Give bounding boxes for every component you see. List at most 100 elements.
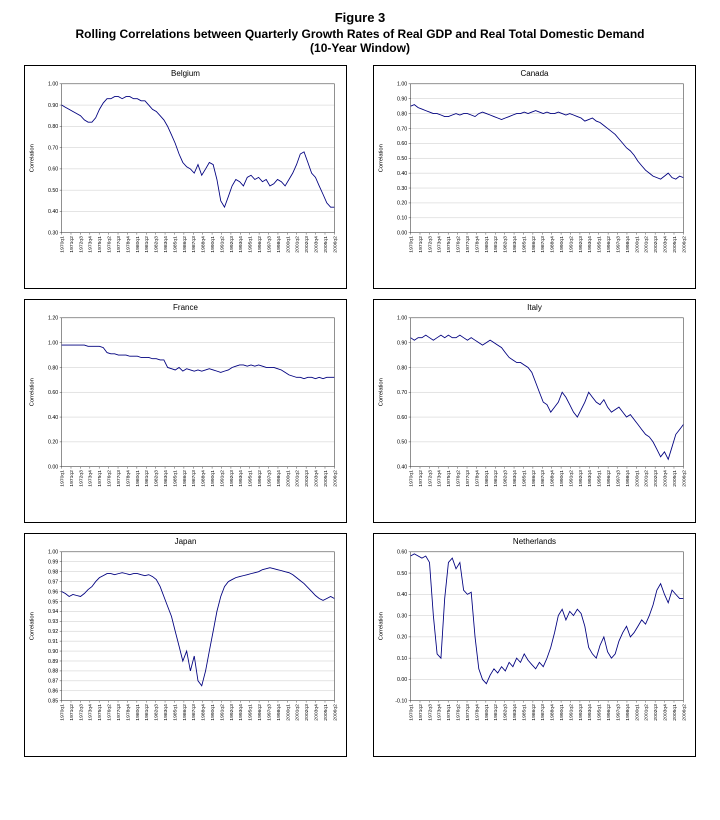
x-tick-label: 2006q2 bbox=[681, 236, 687, 253]
x-tick-label: 2003q4 bbox=[313, 704, 319, 721]
x-tick-label: 1997q3 bbox=[615, 236, 621, 253]
y-tick-label: 1.00 bbox=[48, 82, 58, 88]
x-tick-label: 1998q4 bbox=[276, 704, 282, 721]
x-tick-label: 1976q2 bbox=[456, 236, 462, 253]
x-tick-label: 2001q2 bbox=[644, 704, 650, 721]
x-tick-label: 1998q4 bbox=[276, 470, 282, 487]
x-tick-label: 1990q1 bbox=[210, 236, 216, 253]
x-tick-label: 1978q4 bbox=[125, 470, 131, 487]
x-tick-label: 2005q1 bbox=[672, 470, 678, 487]
y-tick-label: 0.40 bbox=[48, 209, 58, 215]
x-tick-label: 1981q2 bbox=[493, 704, 499, 721]
x-tick-label: 2003q4 bbox=[662, 470, 668, 487]
y-tick-label: 0.50 bbox=[48, 188, 58, 194]
x-tick-label: 1988q4 bbox=[550, 704, 556, 721]
x-tick-label: 1980q1 bbox=[484, 470, 490, 487]
plot-frame bbox=[61, 83, 335, 233]
y-tick-label: 0.80 bbox=[48, 365, 58, 371]
x-tick-label: 1992q3 bbox=[578, 236, 584, 253]
x-tick-label: 1982q3 bbox=[503, 704, 509, 721]
chart-svg: 0.85 0.86 0.87 0.88 0.89 0.90 0.91 0.92 0.93 0.94… bbox=[30, 550, 339, 721]
x-tick-label: 1991q2 bbox=[568, 236, 574, 253]
x-tick-label: 1986q2 bbox=[531, 470, 537, 487]
y-tick-label: 0.94 bbox=[48, 609, 58, 615]
x-tick-label: 1985q1 bbox=[172, 236, 178, 253]
x-tick-label: 1972q3 bbox=[78, 470, 84, 487]
y-tick-label: 0.30 bbox=[48, 231, 58, 237]
chart-grid: Belgium 0.30 0.40 0.50 0.60 0.70 0.80 0.90 1.00… bbox=[0, 59, 720, 757]
chart-title: Netherlands bbox=[512, 537, 557, 546]
x-tick-label: 2005q1 bbox=[323, 704, 329, 721]
y-tick-label: 0.85 bbox=[48, 699, 58, 705]
y-axis-label: Correlation bbox=[30, 612, 36, 640]
x-tick-label: 1978q4 bbox=[474, 704, 480, 721]
x-tick-label: 1981q2 bbox=[144, 470, 150, 487]
y-tick-label: 0.90 bbox=[48, 103, 58, 109]
x-tick-label: 1982q3 bbox=[503, 470, 509, 487]
x-tick-label: 1993q4 bbox=[587, 236, 593, 253]
x-tick-label: 2005q1 bbox=[672, 704, 678, 721]
x-tick-label: 1986q2 bbox=[182, 470, 188, 487]
x-tick-label: 1992q3 bbox=[229, 470, 235, 487]
y-axis-label: Correlation bbox=[30, 378, 36, 406]
x-tick-label: 1982q3 bbox=[154, 470, 160, 487]
x-tick-label: 1983q4 bbox=[512, 236, 518, 253]
x-tick-label: 1973q4 bbox=[88, 236, 94, 253]
x-tick-label: 1975q1 bbox=[97, 704, 103, 721]
x-tick-label: 1997q3 bbox=[615, 470, 621, 487]
x-tick-label: 1995q1 bbox=[597, 236, 603, 253]
chart-panel-canada: Canada 0.00 0.10 0.20 0.30 0.40 0.50 0.60 0.70 0… bbox=[373, 65, 696, 289]
x-tick-label: 1970q1 bbox=[409, 704, 415, 721]
x-tick-label: 1996q2 bbox=[257, 236, 263, 253]
y-tick-label: 0.70 bbox=[397, 390, 407, 396]
x-tick-label: 1996q2 bbox=[606, 470, 612, 487]
series-line bbox=[61, 344, 335, 380]
x-tick-label: 1998q4 bbox=[625, 236, 631, 253]
x-tick-label: 1985q1 bbox=[521, 704, 527, 721]
x-tick-label: 1986q2 bbox=[182, 236, 188, 253]
x-tick-label: 1980q1 bbox=[484, 704, 490, 721]
x-tick-label: 1997q3 bbox=[266, 236, 272, 253]
chart-panel-netherlands: Netherlands -0.10 0.00 0.10 0.20 0.30 0.40 0.5… bbox=[373, 533, 696, 757]
y-tick-label: 0.99 bbox=[48, 560, 58, 566]
x-tick-label: 1981q2 bbox=[493, 470, 499, 487]
x-tick-label: 1970q1 bbox=[409, 236, 415, 253]
y-tick-label: 0.50 bbox=[397, 440, 407, 446]
plot-frame bbox=[61, 551, 335, 701]
x-tick-label: 1993q4 bbox=[587, 704, 593, 721]
x-tick-label: 1980q1 bbox=[135, 704, 141, 721]
x-tick-label: 1973q4 bbox=[437, 236, 443, 253]
y-tick-label: 1.00 bbox=[397, 82, 407, 88]
x-tick-label: 1985q1 bbox=[521, 236, 527, 253]
x-tick-label: 1981q2 bbox=[144, 704, 150, 721]
x-tick-label: 1991q2 bbox=[219, 704, 225, 721]
x-tick-label: 2006q2 bbox=[332, 470, 338, 487]
figure-window-note: (10-Year Window) bbox=[310, 41, 410, 55]
plot-frame bbox=[410, 317, 684, 467]
x-tick-label: 1992q3 bbox=[578, 704, 584, 721]
x-tick-label: 2001q2 bbox=[295, 704, 301, 721]
y-tick-label: 0.20 bbox=[397, 201, 407, 207]
y-tick-label: 0.50 bbox=[397, 571, 407, 577]
x-tick-label: 1987q3 bbox=[540, 236, 546, 253]
x-tick-label: 2001q2 bbox=[295, 470, 301, 487]
x-tick-label: 1996q2 bbox=[257, 704, 263, 721]
x-tick-label: 1976q2 bbox=[456, 704, 462, 721]
x-tick-label: 2000q1 bbox=[634, 470, 640, 487]
x-tick-label: 1986q2 bbox=[531, 236, 537, 253]
x-tick-label: 1970q1 bbox=[409, 470, 415, 487]
y-tick-label: 0.60 bbox=[48, 390, 58, 396]
x-tick-label: 1973q4 bbox=[88, 470, 94, 487]
x-tick-label: 2002q3 bbox=[304, 470, 310, 487]
x-tick-label: 1978q4 bbox=[474, 236, 480, 253]
x-tick-label: 1992q3 bbox=[229, 704, 235, 721]
x-tick-label: 2000q1 bbox=[285, 236, 291, 253]
x-tick-label: 1998q4 bbox=[625, 704, 631, 721]
x-tick-label: 1990q1 bbox=[559, 470, 565, 487]
chart-panel-belgium: Belgium 0.30 0.40 0.50 0.60 0.70 0.80 0.90 1.00… bbox=[24, 65, 347, 289]
x-tick-label: 1977q3 bbox=[116, 704, 122, 721]
y-tick-label: 0.30 bbox=[397, 186, 407, 192]
x-tick-label: 1987q3 bbox=[191, 236, 197, 253]
x-tick-label: 1996q2 bbox=[257, 470, 263, 487]
x-tick-label: 1977q3 bbox=[116, 470, 122, 487]
